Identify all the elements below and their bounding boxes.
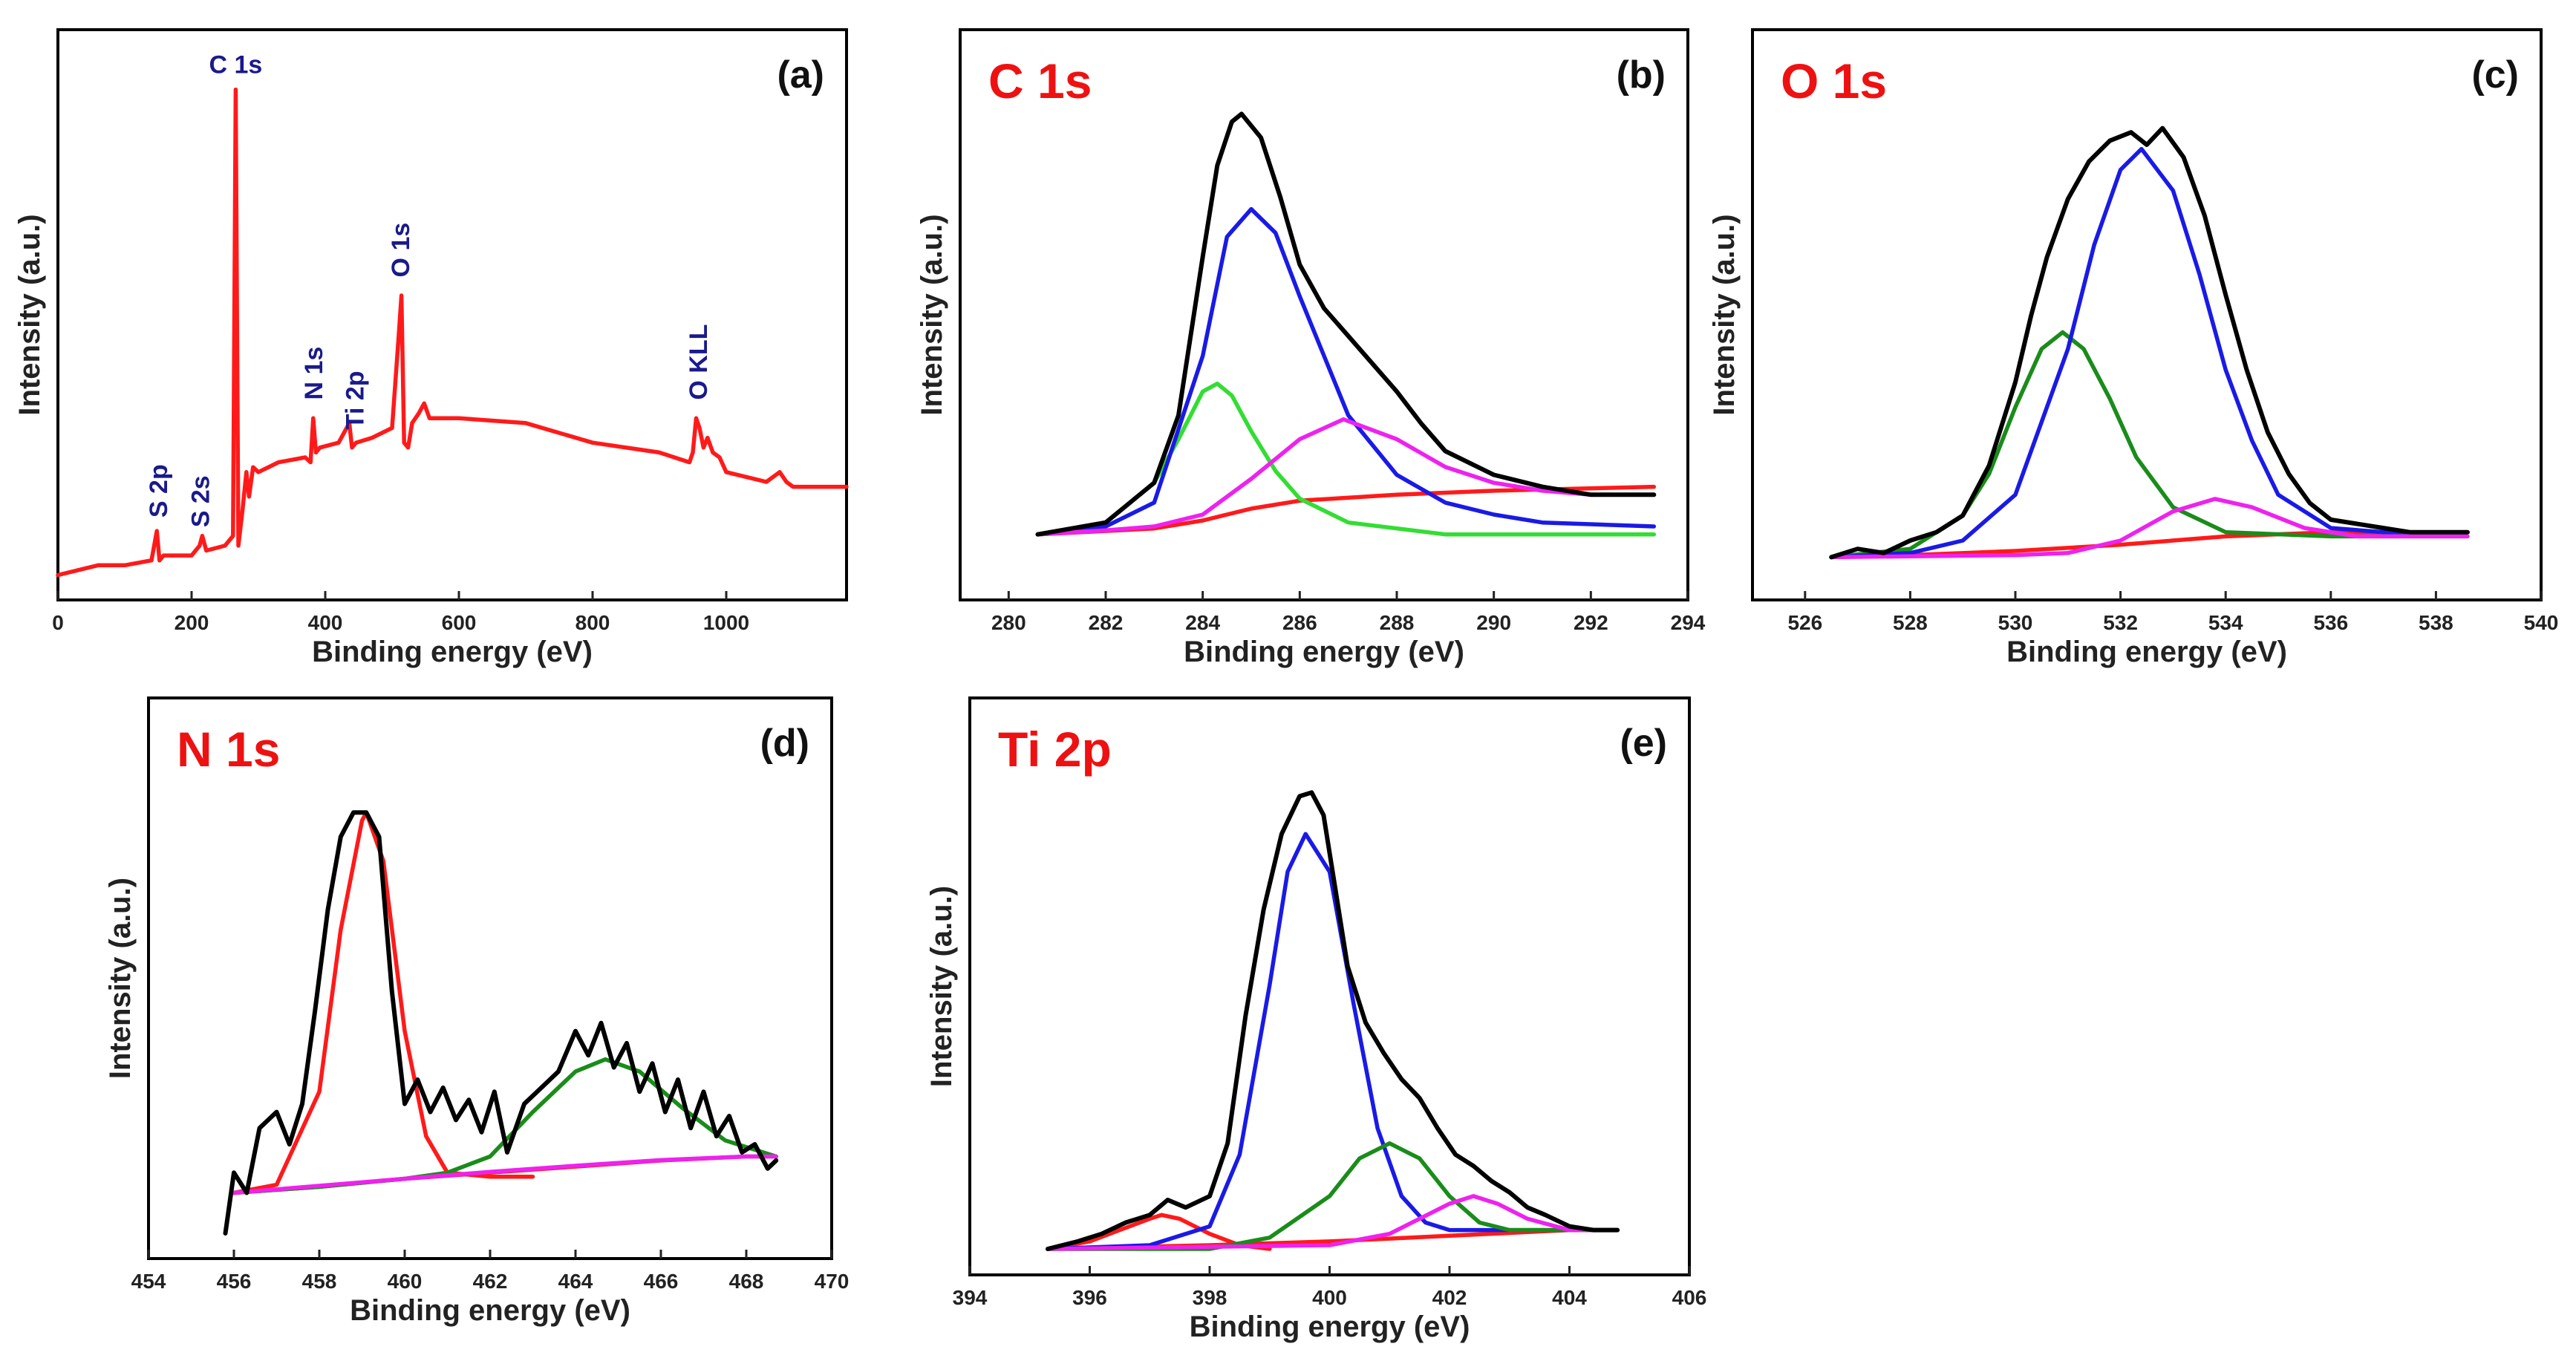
panel-tag: (a) [777, 53, 824, 97]
panel-b: 280 282 284 286 288 290 292 294 Binding energy (… [916, 28, 1706, 668]
x-tick-label: 456 [217, 1270, 252, 1293]
x-tick-label: 0 [52, 611, 64, 634]
peak-label: O KLL [685, 324, 713, 400]
series-line-envelope [1829, 125, 2470, 560]
x-tick-label: 534 [2208, 611, 2243, 634]
x-axis-label: Binding energy (eV) [2006, 636, 2287, 668]
x-tick-label: 458 [302, 1270, 337, 1293]
x-tick-label: 1000 [703, 611, 749, 634]
x-tick-label: 462 [473, 1270, 508, 1293]
x-tick-label: 528 [1893, 611, 1928, 634]
x-tick-label: 526 [1787, 611, 1822, 634]
x-axis-label: Binding energy (eV) [1184, 636, 1464, 668]
y-axis-label: Intensity (a.u.) [104, 878, 137, 1079]
peak-label: O 1s [387, 223, 415, 278]
x-tick-label: 468 [729, 1270, 764, 1293]
x-tick-label: 540 [2524, 611, 2559, 634]
y-axis-label: Intensity (a.u.) [925, 886, 958, 1087]
panel-tag: (b) [1617, 53, 1666, 97]
x-tick-label: 284 [1185, 611, 1220, 634]
series-line-peak-286.9 [1035, 417, 1657, 537]
peak-label: Ti 2p [342, 371, 370, 429]
series-line-peak-533.8 [1829, 497, 2470, 560]
series-line-peak-285.0 [1035, 206, 1657, 537]
peak-label: S 2p [145, 464, 173, 518]
x-tick-label: 404 [1552, 1286, 1587, 1309]
x-tick-label: 200 [175, 611, 209, 634]
y-axis-label: Intensity (a.u.) [916, 214, 948, 415]
x-tick-label: 402 [1432, 1286, 1467, 1309]
x-tick-label: 538 [2419, 611, 2453, 634]
panel-tag: (e) [1620, 722, 1667, 765]
x-tick-label: 400 [1312, 1286, 1347, 1309]
panel-tag: (c) [2471, 53, 2519, 97]
x-tick-label: 292 [1574, 611, 1608, 634]
x-tick-label: 464 [558, 1270, 593, 1293]
panel-c: 526 528 530 532 534 536 538 540 Binding energy (… [1708, 28, 2559, 668]
peak-label: S 2s [187, 475, 215, 527]
series-line-peak-397.2 [1046, 1213, 1272, 1251]
x-tick-label: 406 [1672, 1286, 1707, 1309]
x-tick-label: 286 [1282, 611, 1317, 634]
x-tick-label: 396 [1072, 1286, 1107, 1309]
series-line-peak-402.4 [1046, 1194, 1620, 1251]
x-tick-label: 280 [991, 611, 1026, 634]
series-line-envelope [1035, 111, 1657, 537]
x-tick-label: 454 [131, 1270, 166, 1293]
x-tick-label: 800 [575, 611, 610, 634]
peak-label: N 1s [300, 347, 328, 400]
x-tick-label: 394 [953, 1286, 988, 1309]
panel-title: O 1s [1781, 53, 1887, 108]
x-tick-label: 532 [2103, 611, 2138, 634]
x-tick-label: 466 [644, 1270, 679, 1293]
panel-e: 394 396 398 400 402 404 406 Binding energy (eV)… [925, 696, 1707, 1343]
panel-title: N 1s [177, 722, 280, 777]
series-line-envelope [1046, 790, 1620, 1251]
panel-title: C 1s [988, 53, 1092, 108]
panels: 0 200 400 600 800 1000 Binding energy (eV) Inte… [13, 28, 2559, 1343]
y-axis-label: Intensity (a.u.) [13, 214, 46, 415]
plot-frame [1751, 28, 2543, 601]
panel-title: Ti 2p [998, 722, 1112, 777]
x-tick-label: 398 [1193, 1286, 1227, 1309]
peak-label: C 1s [209, 51, 262, 79]
x-tick-label: 290 [1476, 611, 1511, 634]
x-tick-label: 282 [1089, 611, 1124, 634]
x-tick-label: 470 [815, 1270, 850, 1293]
series-line-envelope [223, 810, 779, 1236]
panel-d: 454 456 458 460 462 464 466 468 470 Binding energ… [104, 696, 850, 1327]
series-line-peak-401.0 [1046, 1141, 1620, 1251]
series-line-survey [56, 87, 849, 578]
x-tick-label: 460 [388, 1270, 423, 1293]
x-tick-label: 530 [1998, 611, 2033, 634]
series-line-peak-399.6 [1046, 832, 1620, 1251]
series-line-baseline [1035, 484, 1657, 537]
x-tick-label: 536 [2313, 611, 2348, 634]
x-tick-label: 600 [442, 611, 477, 634]
x-tick-label: 288 [1380, 611, 1415, 634]
panel-tag: (d) [760, 722, 809, 765]
x-axis-label: Binding energy (eV) [312, 636, 593, 668]
panel-a: 0 200 400 600 800 1000 Binding energy (eV) Inte… [13, 28, 849, 668]
x-tick-label: 400 [308, 611, 343, 634]
x-axis-label: Binding energy (eV) [350, 1294, 630, 1327]
series-line-peak-532.4 [1829, 146, 2470, 560]
y-axis-label: Intensity (a.u.) [1708, 214, 1741, 415]
x-tick-label: 294 [1671, 611, 1706, 634]
x-axis-label: Binding energy (eV) [1190, 1311, 1470, 1343]
series-line-baseline-2 [232, 1154, 778, 1195]
plot-frame [56, 28, 848, 601]
plot-frame [959, 28, 1689, 601]
